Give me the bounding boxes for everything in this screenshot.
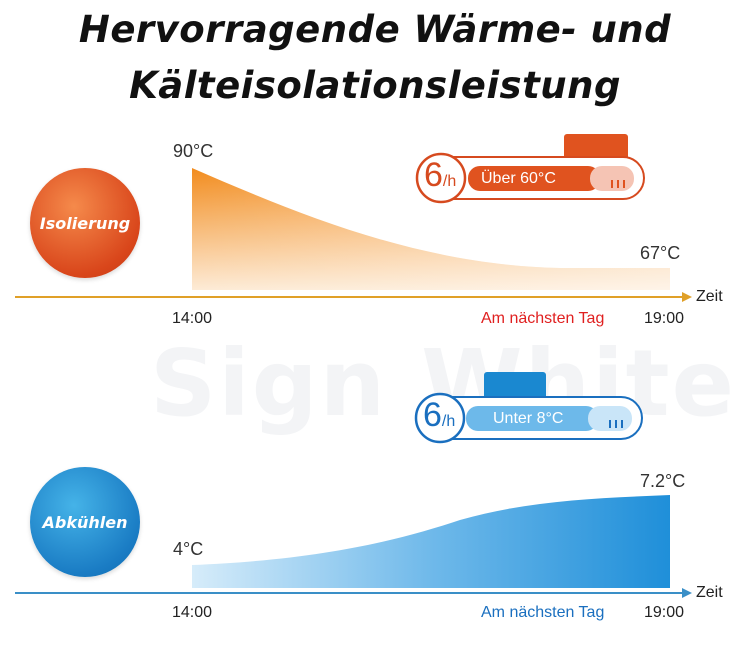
top-axis-label: Zeit xyxy=(696,288,723,305)
warm-end-temp: 67°C xyxy=(640,243,681,263)
cooling-circle-label: Abkühlen xyxy=(42,512,128,532)
insulation-circle-label: Isolierung xyxy=(39,213,131,233)
cool-badge-text: Unter 8°C xyxy=(493,410,564,427)
warm-start-temp: 90°C xyxy=(173,141,214,161)
warm-hours-label: 6/h xyxy=(424,156,456,195)
cool-end-temp: 7.2°C xyxy=(640,471,686,491)
cool-hours-label: 6/h xyxy=(423,396,455,435)
top-axis-arrow xyxy=(682,292,692,302)
bottom-time-end: 19:00 xyxy=(644,604,685,621)
warm-thermometer-badge xyxy=(415,134,645,204)
cooling-circle: Abkühlen xyxy=(30,467,140,577)
title-line-2: Kälteisolationsleistung xyxy=(129,64,621,107)
cool-hours-unit: /h xyxy=(441,413,456,430)
cool-start-temp: 4°C xyxy=(173,539,204,559)
bottom-axis-arrow xyxy=(682,588,692,598)
warm-hours-unit: /h xyxy=(442,173,457,190)
top-next-day-label: Am nächsten Tag xyxy=(481,310,605,327)
warm-badge-text: Über 60°C xyxy=(481,170,556,187)
insulation-circle: Isolierung xyxy=(30,168,140,278)
warm-hours-number: 6 xyxy=(424,156,443,194)
title-line-1: Hervorragende Wärme- und xyxy=(78,8,672,51)
cool-thermometer-badge xyxy=(414,372,643,444)
cool-hours-number: 6 xyxy=(423,396,442,434)
top-time-end: 19:00 xyxy=(644,310,685,327)
bottom-axis-label: Zeit xyxy=(696,584,723,601)
top-time-start: 14:00 xyxy=(172,310,213,327)
bottom-time-start: 14:00 xyxy=(172,604,213,621)
cool-curve-area xyxy=(192,495,670,588)
bottom-next-day-label: Am nächsten Tag xyxy=(481,604,605,621)
